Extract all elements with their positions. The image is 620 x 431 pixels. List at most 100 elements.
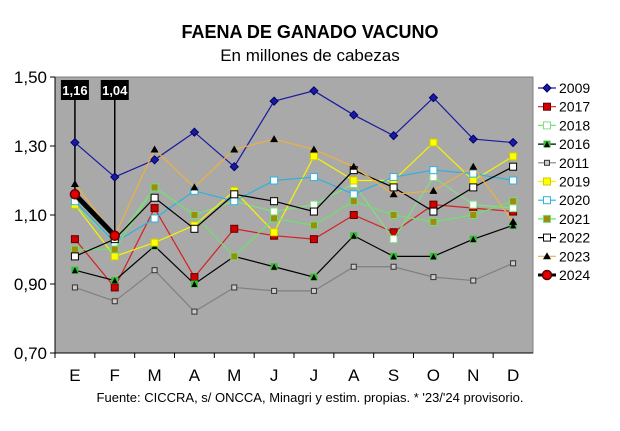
data-point-2017 — [150, 204, 159, 213]
data-point-2020 — [309, 173, 318, 182]
data-point-2021 — [70, 245, 79, 254]
data-point-2009 — [428, 92, 439, 103]
series-line-2017 — [74, 204, 514, 289]
data-point-2020 — [270, 176, 279, 185]
data-point-2009 — [70, 137, 80, 148]
legend-label: 2024 — [559, 267, 590, 283]
data-point-2018 — [389, 235, 398, 244]
x-tick-label: O — [427, 366, 440, 385]
x-tick-label: N — [467, 366, 479, 385]
data-point-2023 — [70, 179, 79, 187]
data-point-2019 — [150, 238, 159, 247]
data-point-2021 — [110, 245, 119, 254]
series-line-2022 — [74, 166, 514, 257]
data-point-2011 — [271, 287, 278, 294]
data-point-2020 — [469, 169, 478, 178]
legend-label: 2017 — [559, 99, 590, 115]
data-point-2021 — [190, 211, 199, 219]
data-point-2009 — [468, 134, 478, 144]
data-point-2022 — [270, 197, 279, 206]
data-point-2020 — [349, 190, 358, 199]
data-point-2021 — [469, 211, 478, 219]
series-2024 — [69, 189, 120, 241]
data-point-2011 — [71, 284, 78, 291]
data-point-2023 — [349, 162, 358, 170]
data-point-2023 — [389, 190, 398, 198]
legend-marker-2016 — [544, 141, 550, 148]
data-point-2016 — [350, 232, 357, 239]
legend-label: 2009 — [559, 80, 590, 96]
data-point-2021 — [150, 183, 159, 192]
data-point-2016 — [470, 236, 477, 243]
x-tick-label: S — [388, 366, 399, 385]
legend-marker-2020 — [543, 196, 551, 205]
y-tick-label: 0,90 — [14, 275, 47, 294]
data-point-2011 — [390, 263, 397, 270]
data-point-2021 — [309, 221, 318, 230]
data-point-2011 — [350, 263, 357, 270]
data-point-2024 — [69, 189, 81, 200]
legend-marker-2011 — [544, 159, 550, 166]
data-point-2009 — [508, 137, 518, 148]
x-tick-label: D — [507, 366, 519, 385]
annotation-label: 1,04 — [102, 83, 128, 98]
data-point-2022 — [509, 162, 518, 171]
plot-area — [54, 76, 534, 354]
series-2022 — [70, 162, 518, 261]
data-point-2019 — [110, 252, 119, 261]
x-tick-label: F — [110, 366, 120, 385]
data-point-2023 — [190, 183, 199, 191]
legend-label: 2011 — [559, 155, 589, 171]
legend-label: 2023 — [559, 248, 590, 264]
data-point-2022 — [70, 252, 79, 261]
data-point-2020 — [509, 176, 518, 185]
data-point-2016 — [390, 253, 397, 260]
legend-marker-2024 — [541, 269, 553, 281]
chart-subtitle: En millones de cabezas — [220, 46, 400, 65]
y-tick-label: 1,10 — [14, 206, 47, 225]
data-point-2009 — [229, 161, 239, 172]
series-line-2023 — [74, 138, 514, 237]
series-line-2024 — [73, 192, 117, 238]
data-point-2023 — [509, 217, 518, 225]
data-point-2019 — [309, 152, 318, 161]
legend-label: 2016 — [559, 136, 590, 152]
series-line-2020 — [74, 169, 514, 244]
y-tick-label: 1,50 — [14, 68, 47, 87]
x-tick-label: E — [69, 366, 80, 385]
data-point-2017 — [309, 235, 318, 244]
data-point-2016 — [71, 267, 78, 274]
series-2016 — [71, 221, 517, 288]
data-point-2017 — [349, 211, 358, 219]
legend-marker-2022 — [543, 233, 551, 242]
data-point-2023 — [270, 135, 279, 143]
data-point-2016 — [430, 253, 437, 260]
annotation-label: 1,16 — [62, 83, 87, 98]
annotation-box — [100, 80, 129, 100]
data-point-2019 — [270, 228, 279, 237]
data-point-2011 — [191, 308, 198, 315]
data-point-2011 — [111, 298, 118, 305]
data-point-2023 — [150, 145, 159, 153]
data-point-2017 — [429, 200, 438, 209]
legend-label: 2020 — [559, 192, 590, 208]
data-point-2022 — [389, 183, 398, 192]
data-point-2011 — [430, 274, 437, 281]
data-point-2011 — [151, 267, 158, 274]
x-tick-label: A — [189, 366, 201, 385]
data-point-2009 — [149, 155, 160, 165]
data-point-2021 — [389, 211, 398, 219]
series-2011 — [71, 260, 517, 315]
data-point-2018 — [509, 204, 518, 213]
x-tick-label: M — [147, 366, 161, 385]
data-point-2018 — [270, 207, 279, 216]
data-point-2021 — [230, 252, 239, 261]
data-point-2019 — [469, 176, 478, 185]
data-point-2020 — [389, 173, 398, 182]
series-2021 — [70, 183, 518, 261]
data-point-2018 — [429, 173, 438, 182]
data-point-2022 — [150, 193, 159, 202]
data-point-2023 — [230, 145, 239, 153]
x-tick-label: A — [348, 366, 360, 385]
